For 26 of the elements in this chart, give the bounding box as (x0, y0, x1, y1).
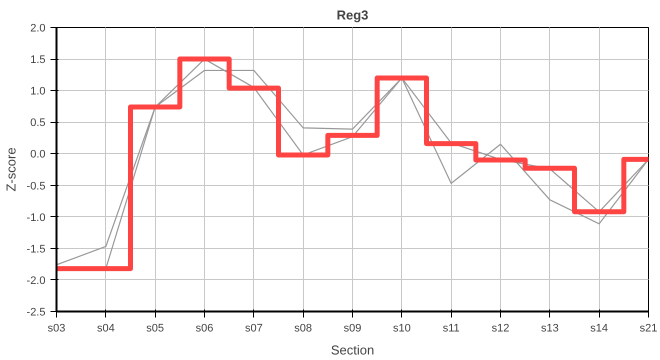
y-tick-label: 1.0 (30, 86, 46, 98)
x-tick-label: s05 (146, 322, 164, 334)
x-tick-label: s03 (48, 322, 66, 334)
x-tick-label: s04 (96, 322, 115, 334)
y-tick-label: 0.5 (30, 117, 46, 130)
x-tick-label: s21 (640, 322, 658, 334)
y-tick-label: -0.5 (26, 180, 46, 192)
y-tick-label: 1.5 (30, 54, 46, 66)
x-axis-title: Section (330, 342, 374, 358)
y-tick-label: -1.0 (26, 212, 46, 224)
x-tick-label: s13 (540, 322, 559, 334)
y-tick-label: -2.5 (26, 306, 46, 318)
x-tick-label: s08 (294, 322, 312, 334)
y-tick-label: 2.0 (30, 22, 46, 34)
chart-title: Reg3 (336, 8, 368, 22)
x-tick-label: s09 (344, 322, 362, 334)
x-tick-label: s11 (442, 322, 460, 334)
x-tick-label: s06 (196, 322, 214, 334)
x-tick-label: s14 (590, 322, 608, 334)
x-tick-label: s10 (392, 322, 411, 334)
x-tick-label: s12 (492, 322, 510, 334)
y-tick-label: -2.0 (26, 274, 46, 287)
y-tick-label: -1.5 (26, 243, 46, 256)
y-axis-title: Z-score (4, 147, 19, 192)
y-tick-label: 0.0 (30, 148, 46, 161)
x-tick-label: s07 (244, 322, 263, 334)
